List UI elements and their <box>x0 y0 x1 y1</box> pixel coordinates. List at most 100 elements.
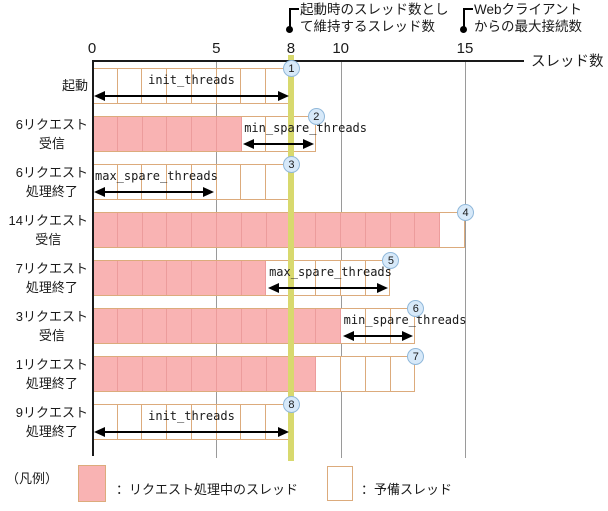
axis-label: スレッド数 <box>531 54 604 70</box>
busy-thread-cell <box>167 261 193 295</box>
busy-thread-cell <box>365 213 391 247</box>
legend-title: （凡例） <box>6 471 59 486</box>
thread-bar-8 <box>92 404 291 440</box>
arrowhead-left-icon <box>94 187 105 197</box>
maintained-thread-count-text-line: 起動時のスレッド数とし <box>300 2 449 17</box>
legend-spare-swatch <box>327 466 353 501</box>
row-label-line: 7リクエスト <box>15 261 88 276</box>
param-range-arrow-init_threads <box>94 426 289 438</box>
busy-thread-cell <box>340 213 366 247</box>
row-label-7: 1リクエスト 処理終了 <box>16 355 88 393</box>
row-label-6: 3リクエスト 受信 <box>16 307 88 345</box>
param-range-arrow-min_spare_threads <box>342 330 414 342</box>
spare-thread-cell <box>216 69 242 103</box>
row-label-line: 9リクエスト <box>15 405 88 420</box>
busy-thread-cell <box>241 309 267 343</box>
spare-thread-cell <box>291 261 317 295</box>
row-label-line: 処理終了 <box>25 280 78 295</box>
arrowhead-right-icon <box>402 331 414 341</box>
busy-thread-cell <box>216 357 242 391</box>
busy-thread-cell <box>117 213 143 247</box>
row-label-line: 3リクエスト <box>15 309 88 324</box>
spare-thread-cell <box>167 165 192 199</box>
spare-thread-cell <box>241 405 267 439</box>
step-badge-6: 6 <box>407 300 425 317</box>
arrowhead-right-icon <box>203 187 215 197</box>
busy-thread-cell <box>316 213 341 247</box>
busy-thread-cell <box>192 309 217 343</box>
row-label-line: 1リクエスト <box>15 357 88 372</box>
spare-thread-cell <box>191 405 217 439</box>
maintained-thread-count-bracket-top <box>289 8 299 10</box>
busy-thread-cell <box>390 213 416 247</box>
row-label-line: 受信 <box>35 232 62 247</box>
busy-thread-cell <box>142 357 168 391</box>
step-badge-4: 4 <box>457 204 474 221</box>
busy-thread-cell <box>216 213 242 247</box>
busy-thread-cell <box>241 213 267 247</box>
step-badge-5: 5 <box>382 252 400 269</box>
busy-thread-cell <box>291 357 317 391</box>
step-badge-1: 1 <box>282 60 300 77</box>
axis-zero-line <box>92 60 94 456</box>
spare-thread-cell <box>340 357 366 391</box>
busy-thread-cell <box>117 261 143 295</box>
row-label-8: 9リクエスト 処理終了 <box>16 403 88 441</box>
spare-thread-cell <box>142 69 168 103</box>
spare-thread-cell <box>167 405 192 439</box>
maintained-threads-highlight-line <box>287 55 294 461</box>
spare-thread-cell <box>191 69 217 103</box>
spare-thread-cell <box>117 165 143 199</box>
param-label-max_spare_threads: max_spare_threads <box>269 265 392 279</box>
max-web-client-connections-bracket-line <box>463 8 465 28</box>
spare-thread-cell <box>142 405 168 439</box>
busy-thread-cell <box>266 309 292 343</box>
gridline-15 <box>465 60 466 458</box>
row-label-5: 7リクエスト 処理終了 <box>16 259 88 297</box>
busy-thread-cell <box>142 117 168 151</box>
row-label-line: 受信 <box>38 328 65 343</box>
spare-thread-cell <box>117 69 143 103</box>
busy-thread-cell <box>93 261 118 295</box>
spare-thread-cell <box>365 357 391 391</box>
legend-busy-swatch <box>78 465 106 502</box>
busy-thread-cell <box>291 309 317 343</box>
thread-count-axis <box>92 60 524 62</box>
busy-thread-cell <box>291 213 317 247</box>
busy-thread-cell <box>93 357 118 391</box>
max-web-client-connections-text-line: Webクライアント <box>474 2 582 17</box>
row-label-line: 14リクエスト <box>8 213 88 228</box>
busy-thread-cell <box>167 309 193 343</box>
arrow-line <box>353 335 403 337</box>
arrow-line <box>105 191 204 193</box>
arrow-line <box>254 143 303 145</box>
step-badge-7: 7 <box>407 348 425 365</box>
axis-tick-0: 0 <box>87 40 97 57</box>
busy-thread-cell <box>167 213 193 247</box>
busy-thread-cell <box>216 261 242 295</box>
row-label-2: 6リクエスト 受信 <box>16 115 88 153</box>
arrowhead-right-icon <box>277 91 289 101</box>
busy-thread-cell <box>117 309 143 343</box>
step-badge-3: 3 <box>282 156 300 173</box>
busy-thread-cell <box>192 117 217 151</box>
spare-thread-cell <box>365 309 391 343</box>
legend-busy-label: ：リクエスト処理中のスレッド <box>116 482 299 497</box>
busy-thread-cell <box>415 213 441 247</box>
busy-thread-cell <box>117 117 143 151</box>
spare-thread-cell <box>340 261 366 295</box>
busy-thread-cell <box>142 309 168 343</box>
arrowhead-left-icon <box>94 91 105 101</box>
param-label-init_threads: init_threads <box>148 73 235 87</box>
step-badge-2: 2 <box>307 108 325 125</box>
row-label-3: 6リクエスト 処理終了 <box>16 163 88 201</box>
busy-thread-cell <box>167 357 193 391</box>
legend-spare-label: ：予備スレッド <box>361 482 453 497</box>
param-label-init_threads: init_threads <box>148 409 235 423</box>
busy-thread-cell <box>216 117 242 151</box>
busy-thread-cell <box>93 117 118 151</box>
busy-thread-cell <box>117 357 143 391</box>
busy-thread-cell <box>241 261 267 295</box>
busy-thread-cell <box>93 213 118 247</box>
